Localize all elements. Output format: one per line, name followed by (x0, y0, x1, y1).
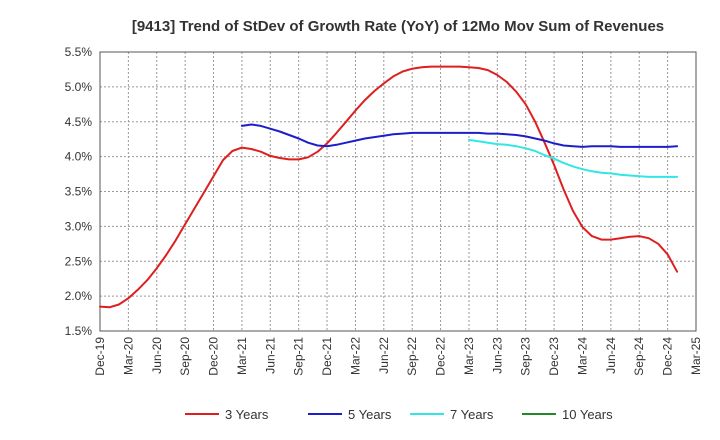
y-axis: 1.5% 2.0% 2.5% 3.0% 3.5% 4.0% 4.5% 5.0% 5.5% (65, 45, 93, 338)
x-tick-label: Dec-19 (93, 337, 107, 376)
x-tick-label: Jun-20 (150, 337, 164, 374)
x-axis: Dec-19 Mar-20 Jun-20 Sep-20 Dec-20 Mar-21 Jun-… (93, 337, 703, 376)
y-tick-label: 3.0% (65, 219, 93, 233)
x-tick-label: Mar-24 (575, 337, 589, 375)
x-tick-label: Mar-20 (121, 337, 135, 375)
series-lines (99, 65, 679, 309)
plot-area (99, 51, 697, 332)
grid (99, 51, 697, 332)
x-tick-label: Dec-21 (320, 337, 334, 376)
x-tick-label: Sep-20 (178, 337, 192, 376)
legend-label: 5 Years (348, 407, 392, 422)
x-tick-label: Mar-22 (348, 337, 362, 375)
x-tick-label: Mar-21 (235, 337, 249, 375)
y-tick-label: 2.0% (65, 289, 93, 303)
y-tick-label: 4.5% (65, 115, 93, 129)
legend-label: 3 Years (225, 407, 269, 422)
x-tick-label: Mar-23 (462, 337, 476, 375)
x-tick-label: Dec-22 (434, 337, 448, 376)
x-tick-label: Jun-22 (377, 337, 391, 374)
series-line-3-years (99, 65, 679, 309)
series-line-7-years (468, 138, 679, 178)
x-tick-label: Sep-22 (405, 337, 419, 376)
x-tick-label: Dec-23 (547, 337, 561, 376)
x-tick-label: Jun-23 (490, 337, 504, 374)
x-tick-label: Sep-24 (632, 337, 646, 376)
y-tick-label: 4.0% (65, 150, 93, 164)
y-tick-label: 5.5% (65, 45, 93, 59)
x-tick-label: Dec-20 (207, 337, 221, 376)
x-tick-label: Jun-24 (604, 337, 618, 374)
series-line-5-years (240, 123, 679, 148)
legend: 3 Years 5 Years 7 Years 10 Years (185, 407, 613, 422)
y-tick-label: 3.5% (65, 185, 93, 199)
y-tick-label: 1.5% (65, 324, 93, 338)
x-tick-label: Jun-21 (263, 337, 277, 374)
y-tick-label: 2.5% (65, 254, 93, 268)
x-tick-label: Sep-21 (292, 337, 306, 376)
legend-label: 7 Years (450, 407, 494, 422)
x-tick-label: Mar-25 (689, 337, 703, 375)
x-tick-label: Dec-24 (661, 337, 675, 376)
chart-title: [9413] Trend of StDev of Growth Rate (Yo… (132, 18, 664, 35)
y-tick-label: 5.0% (65, 80, 93, 94)
legend-label: 10 Years (562, 407, 613, 422)
x-tick-label: Sep-23 (519, 337, 533, 376)
